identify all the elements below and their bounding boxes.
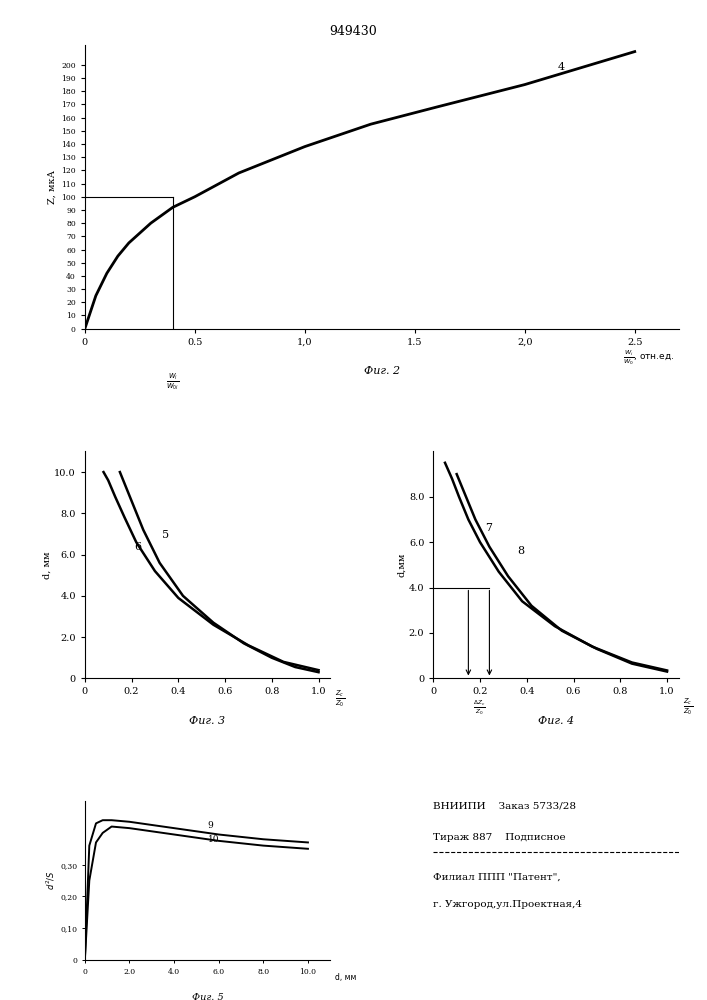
Text: $\frac{Z_c}{Z_0}$: $\frac{Z_c}{Z_0}$ [335,689,345,709]
Text: 7: 7 [485,523,492,533]
Text: 949430: 949430 [329,25,378,38]
Text: Тираж 887    Подписное: Тираж 887 Подписное [433,833,566,842]
Text: 8: 8 [518,546,525,556]
Text: 9: 9 [208,821,214,830]
Y-axis label: $d^2/S$: $d^2/S$ [45,871,57,890]
Text: Фиг. 5: Фиг. 5 [192,993,223,1000]
Y-axis label: d, мм: d, мм [42,551,52,579]
Text: ВНИИПИ    Заказ 5733/28: ВНИИПИ Заказ 5733/28 [433,801,576,810]
Y-axis label: d,мм: d,мм [397,553,406,577]
Text: 4: 4 [558,62,565,72]
Text: $\frac{W_i}{W_0}$, отн.ед.: $\frac{W_i}{W_0}$, отн.ед. [623,348,674,367]
Text: Фиг. 4: Фиг. 4 [538,716,574,726]
Text: $\frac{Z_c}{Z_0}$: $\frac{Z_c}{Z_0}$ [684,697,694,717]
Text: 5: 5 [162,530,169,540]
Text: Филиал ППП "Патент",: Филиал ППП "Патент", [433,873,561,882]
Y-axis label: Z, мкА: Z, мкА [48,170,57,204]
Text: 10: 10 [208,835,219,844]
Text: Фиг. 2: Фиг. 2 [363,366,400,376]
Text: г. Ужгород,ул.Проектная,4: г. Ужгород,ул.Проектная,4 [433,900,583,909]
Text: $\frac{W_i}{W_{0i}}$: $\frac{W_i}{W_{0i}}$ [166,371,180,392]
Text: Фиг. 3: Фиг. 3 [189,716,226,726]
Text: 6: 6 [134,542,141,552]
Text: $\frac{\Delta Z_c}{Z_0}$: $\frac{\Delta Z_c}{Z_0}$ [473,699,485,717]
Text: d, мм: d, мм [334,973,356,982]
